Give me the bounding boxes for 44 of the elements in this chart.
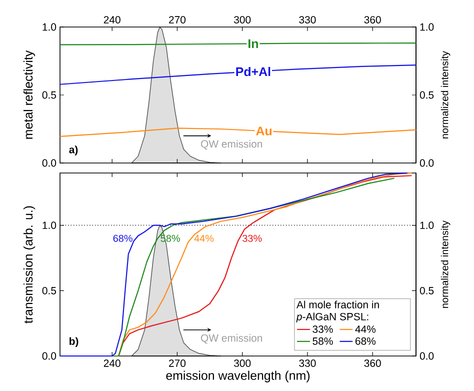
annotation: 68% [113, 234, 132, 242]
annotation: b) [70, 337, 78, 347]
x-axis-title: emission wavelength (nm) [166, 370, 310, 382]
y2-axis-title: normalized intensity [440, 220, 450, 308]
legend-label: 68% [356, 337, 376, 345]
series-label: Pd+Al [236, 66, 270, 76]
legend-label: 44% [355, 326, 376, 333]
y2-tick-label: 0.0 [420, 159, 434, 167]
y2-tick-label: 1.0 [420, 222, 434, 229]
legend-title: Al mole fraction in p-AlGaN SPSL: [296, 300, 379, 322]
x-tick-label: 330 [299, 16, 316, 24]
series-label: In [248, 39, 258, 48]
x-tick-label: 360 [364, 360, 381, 367]
series-label: Au [256, 126, 272, 136]
x-tick-label: 240 [104, 16, 120, 24]
y2-tick-label: 1.0 [420, 23, 434, 31]
line-series [59, 128, 417, 138]
line-series [59, 64, 417, 85]
y2-tick-label: 0.0 [420, 352, 434, 360]
y2-tick-label: 0.5 [420, 286, 434, 294]
x-tick-label: 300 [234, 360, 251, 367]
x-tick-label: 360 [364, 16, 381, 24]
y-tick-label: 1.0 [42, 23, 56, 31]
y-axis-title: metal reflectivity [23, 50, 36, 139]
y-axis-title: transmission (arb. u.) [23, 206, 36, 324]
y-tick-label: 0.5 [42, 91, 56, 99]
y-tick-label: 0.0 [42, 159, 56, 167]
x-tick-label: 270 [169, 360, 186, 367]
y-tick-label: 0.5 [42, 286, 56, 294]
x-tick-label: 240 [104, 360, 120, 367]
legend-label: 33% [312, 325, 333, 333]
annotation: 44% [194, 234, 214, 242]
x-tick-label: 330 [299, 360, 316, 367]
y-tick-label: 1.0 [42, 222, 56, 229]
annotation: QW emission [201, 140, 262, 150]
y2-tick-label: 0.5 [420, 91, 434, 99]
annotation: QW emission [201, 334, 262, 344]
x-tick-label: 300 [234, 16, 251, 24]
annotation: a) [69, 146, 78, 156]
x-tick-label: 270 [169, 16, 186, 24]
annotation: 33% [242, 234, 262, 242]
y2-axis-title: normalized intensity [440, 51, 450, 138]
legend-label: 58% [312, 337, 333, 345]
y-tick-label: 0.0 [42, 352, 56, 360]
